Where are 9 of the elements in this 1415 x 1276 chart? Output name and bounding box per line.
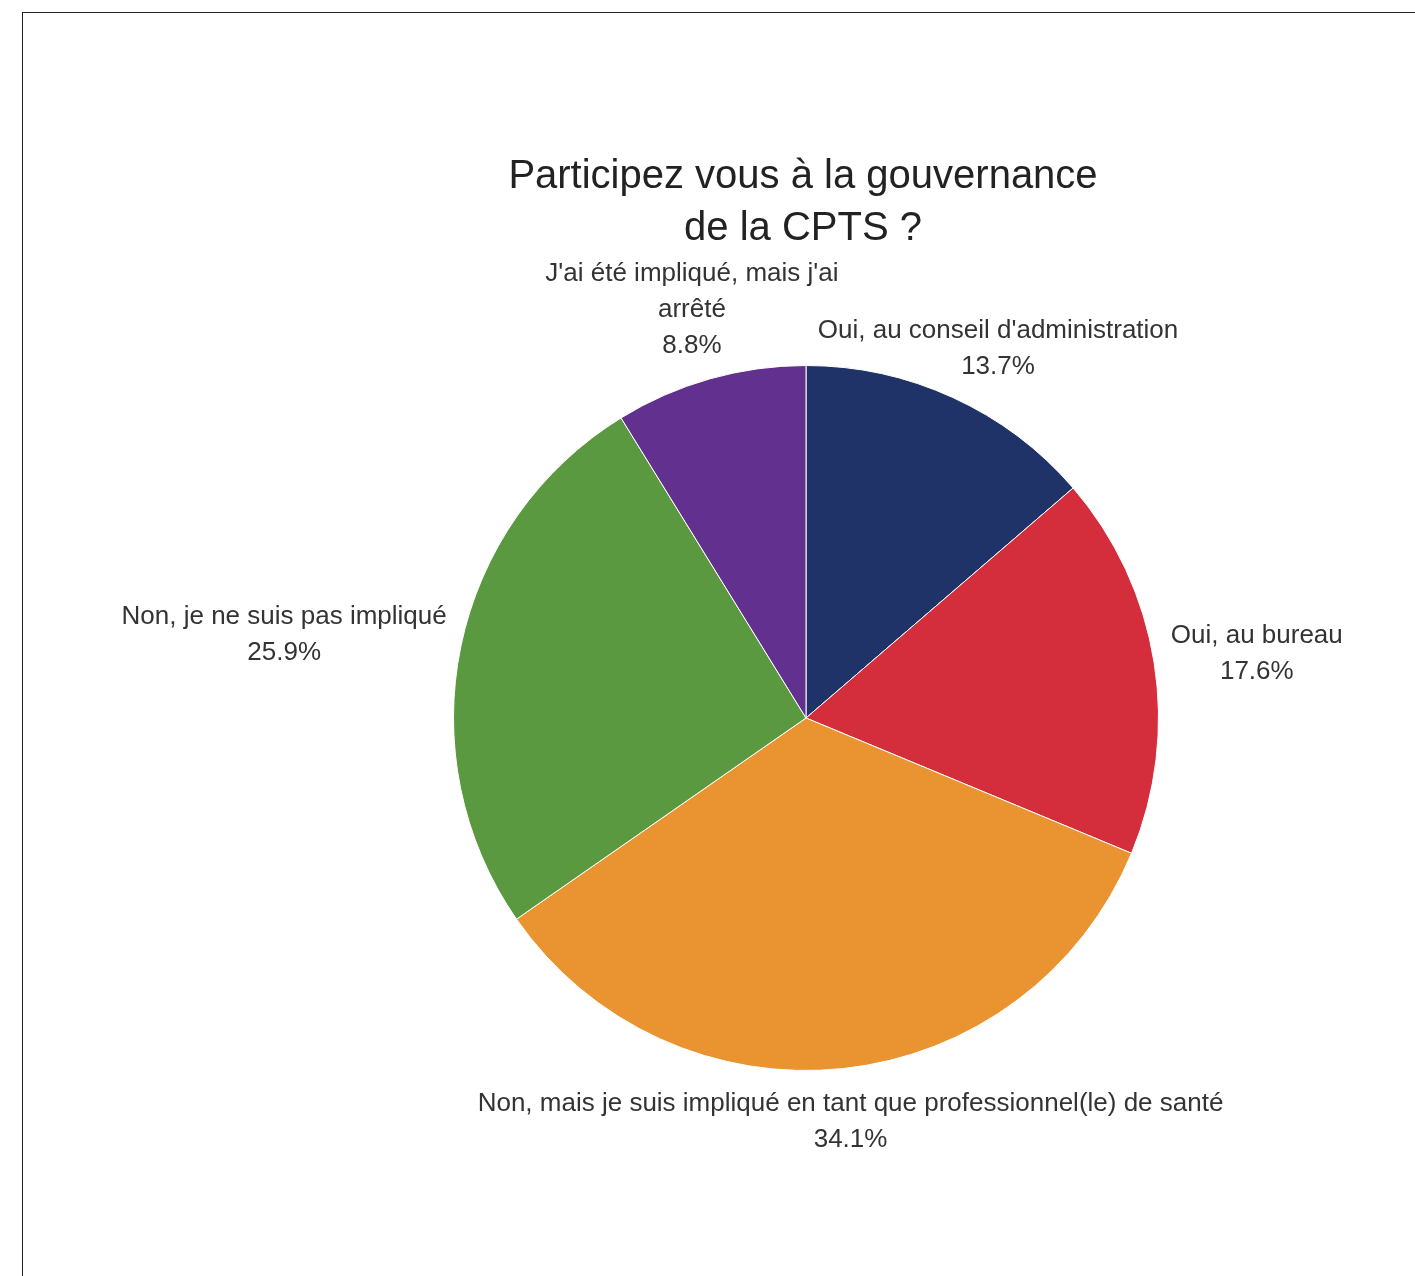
data-label: 25.9% bbox=[247, 636, 321, 667]
slice-label: Oui, au bureau bbox=[1170, 619, 1343, 650]
data-label: 34.1% bbox=[813, 1123, 888, 1154]
data-label: 8.8% bbox=[662, 328, 722, 359]
chart-title: Participez vous à la gouvernance de la CPTS ? bbox=[507, 151, 1099, 250]
slice-label: Non, je ne suis pas impliqué bbox=[121, 600, 447, 631]
data-label: 13.7% bbox=[961, 349, 1035, 380]
slice-label: Non, mais je suis impliqué en tant que professionnel(le) de santé bbox=[477, 1087, 1224, 1118]
data-label: 17.6% bbox=[1219, 655, 1294, 686]
